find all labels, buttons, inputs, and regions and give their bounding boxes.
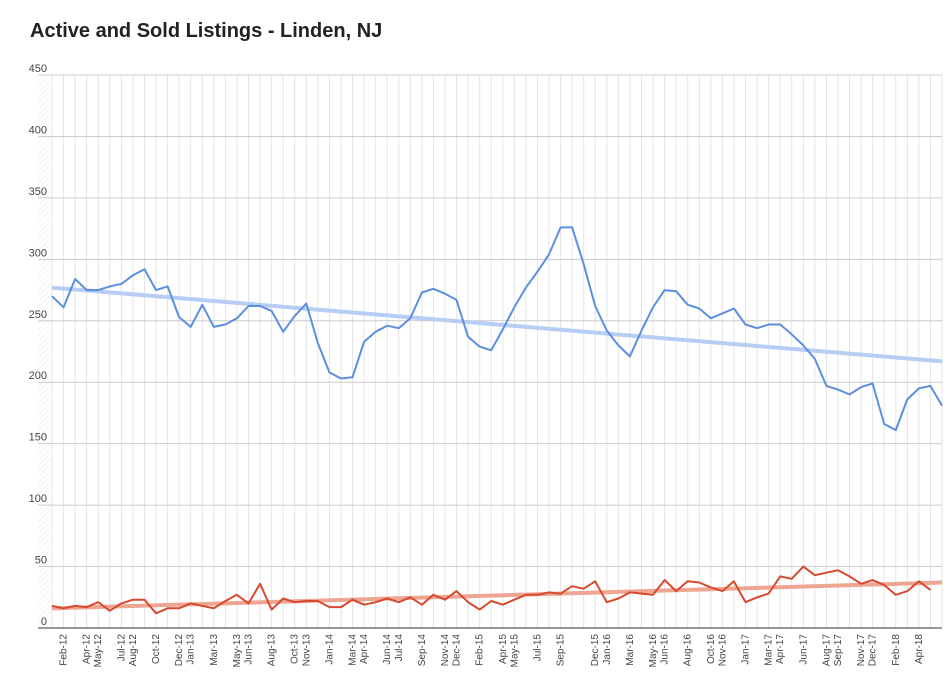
x-tick-label: May-16 — [648, 634, 659, 668]
series-line — [51, 226, 943, 432]
x-tick-label: Sep-15 — [556, 634, 567, 667]
x-tick-label: Feb-15 — [475, 634, 486, 666]
y-tick-label: 250 — [29, 309, 47, 321]
x-tick-label: Aug-17 — [821, 634, 832, 667]
x-tick-label: Mar-14 — [348, 634, 359, 666]
x-tick-label: Mar-16 — [625, 634, 636, 666]
x-tick-label: Oct-16 — [706, 634, 717, 664]
x-tick-label: Sep-14 — [417, 634, 428, 667]
x-tick-label: Mar-13 — [209, 634, 220, 666]
x-tick-label: Oct-12 — [151, 634, 162, 664]
x-tick-label: May-15 — [509, 634, 520, 668]
y-tick-label: 50 — [35, 555, 47, 567]
x-tick-label: Nov-17 — [856, 634, 867, 667]
x-tick-label: Jan-14 — [324, 634, 335, 665]
x-tick-label: Apr-12 — [82, 634, 93, 664]
y-tick-label: 200 — [29, 370, 47, 382]
x-tick-label: Jan-17 — [741, 634, 752, 665]
x-tick-label: Aug-16 — [683, 634, 694, 667]
x-tick-label: Jul-15 — [532, 634, 543, 662]
x-axis-tick-labels: Feb-12 Apr-12 May-12 Jul-12 Aug-12 Oct-12 Dec-… — [59, 634, 925, 668]
x-tick-label: Nov-14 — [440, 634, 451, 667]
x-tick-label: Apr-17 — [775, 634, 786, 664]
x-tick-label: Dec-14 — [452, 634, 463, 667]
x-tick-label: Jan-13 — [186, 634, 197, 665]
series-line — [51, 565, 931, 615]
x-tick-label: Jul-12 — [116, 634, 127, 662]
x-tick-label: Nov-13 — [301, 634, 312, 667]
series-lines — [51, 226, 943, 615]
vertical-gridlines — [51, 75, 943, 628]
x-tick-label: Aug-12 — [128, 634, 139, 667]
x-tick-label: Dec-12 — [174, 634, 185, 667]
x-tick-label: Apr-18 — [914, 634, 925, 664]
x-tick-label: Dec-17 — [868, 634, 879, 667]
x-tick-label: May-13 — [232, 634, 243, 668]
x-tick-label: Nov-16 — [717, 634, 728, 667]
horizontal-gridlines — [38, 74, 942, 568]
x-tick-label: Jul-14 — [394, 634, 405, 662]
y-tick-label: 100 — [29, 493, 47, 505]
x-tick-label: Jun-17 — [798, 634, 809, 665]
y-axis-tick-labels: 0 50 100 150 200 250 300 350 400 450 — [29, 63, 47, 628]
x-tick-label: Jun-14 — [382, 634, 393, 665]
x-tick-label: Jun-13 — [243, 634, 254, 665]
chart-title: Active and Sold Listings - Linden, NJ — [30, 20, 383, 42]
x-tick-label: Jan-16 — [602, 634, 613, 665]
x-tick-label: Apr-15 — [498, 634, 509, 664]
y-tick-label: 450 — [29, 63, 47, 75]
trend-line — [51, 580, 943, 611]
y-tick-label: 300 — [29, 247, 47, 259]
x-tick-label: Dec-15 — [590, 634, 601, 667]
trend-lines — [51, 285, 943, 611]
x-tick-label: Feb-12 — [59, 634, 70, 666]
x-tick-label: May-12 — [93, 634, 104, 668]
y-tick-label: 150 — [29, 432, 47, 444]
trend-line — [51, 285, 943, 364]
x-tick-label: Apr-14 — [359, 634, 370, 664]
y-tick-label: 350 — [29, 186, 47, 198]
x-tick-label: Aug-13 — [267, 634, 278, 667]
x-tick-label: Sep-17 — [833, 634, 844, 667]
x-tick-label: Mar-17 — [764, 634, 775, 666]
y-tick-label: 400 — [29, 124, 47, 136]
x-tick-label: Jun-16 — [660, 634, 671, 665]
x-tick-label: Oct-13 — [290, 634, 301, 664]
y-tick-label: 0 — [41, 616, 47, 628]
plot-left-margin — [38, 75, 52, 628]
x-tick-label: Feb-18 — [891, 634, 902, 666]
